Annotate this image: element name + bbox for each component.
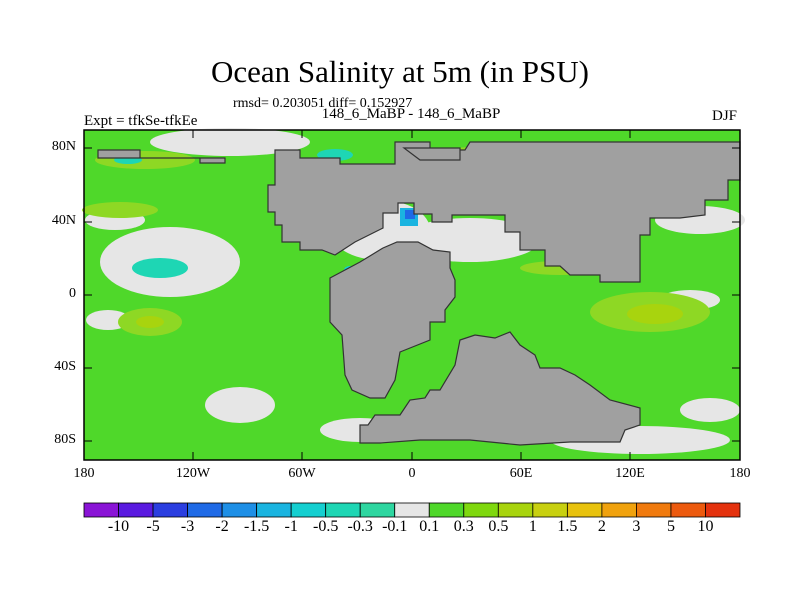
rmsd-subtitle: rmsd= 0.203051 diff= 0.152927 [233,96,413,111]
colorbar-label: 0.5 [488,518,509,535]
colorbar-label: -1.5 [243,518,270,535]
y-tick-label: 40S [54,359,76,374]
colorbar-cell [636,502,672,518]
near-zero-region [205,387,275,423]
colorbar-cell [221,502,258,518]
colorbar-cell [118,502,154,518]
colorbar-cell [670,502,706,518]
season-label: DJF [712,108,738,124]
colorbar-label: -0.5 [313,518,339,535]
positive-region [136,316,164,328]
colorbar-cell [601,502,637,518]
colorbar-label: -0.3 [347,518,373,535]
colorbar-label: 10 [697,518,714,535]
colorbar-cell [394,502,430,518]
colorbar-cell [566,502,603,518]
colorbar-cell [705,502,741,518]
colorbar-cell [290,502,327,518]
colorbar-label: 3 [632,518,641,535]
land-southern [359,331,641,446]
colorbar-label: 0.1 [419,518,440,535]
y-tick-label: 0 [69,286,76,301]
colorbar-label: 0.3 [453,518,474,535]
y-tick-label: 80N [51,139,76,154]
land-masses [97,141,741,446]
x-tick-label: 60W [288,466,316,481]
x-tick-label: 180 [729,466,751,481]
colorbar-label: -10 [107,518,130,535]
x-tick-label: 120E [615,466,645,481]
positive-region [627,304,683,324]
colorbar-cell [463,502,499,518]
x-tick-label: 120W [175,466,211,481]
land-north [267,141,741,283]
colorbar-cell [256,502,292,518]
land-central-south [329,241,456,399]
colorbar-label: -1 [284,518,298,535]
land-arctic-west [97,149,226,164]
colorbar-label: -0.1 [382,518,408,535]
near-zero-region [680,398,740,422]
colorbar-label: 1 [528,518,537,535]
colorbar [83,502,741,518]
colorbar-cell [187,502,223,518]
colorbar-cell [83,502,119,518]
near-zero-region [150,128,310,156]
page-title: Ocean Salinity at 5m (in PSU) [211,54,589,89]
land-arctic-east [402,147,461,161]
experiment-center-label: 148_6_MaBP - 148_6_MaBP [321,106,501,122]
x-tick-label: 60E [509,466,533,481]
y-tick-label: 80S [54,432,76,447]
tick-marks [83,130,741,460]
colorbar-label: 1.5 [557,518,578,535]
colorbar-cell [497,502,534,518]
colorbar-cell [532,502,568,518]
x-tick-label: 180 [73,466,95,481]
x-tick-label: 0 [408,466,416,481]
y-tick-label: 40N [51,213,76,228]
colorbar-label: -5 [146,518,160,535]
colorbar-cell [152,502,188,518]
experiment-left-label: Expt = tfkSe-tfkEe [84,113,198,129]
colorbar-label: 2 [597,518,606,535]
colorbar-cell [359,502,396,518]
colorbar-label: -2 [215,518,229,535]
colorbar-cell [325,502,361,518]
negative-region [405,210,415,219]
negative-region [132,258,188,278]
colorbar-label: 5 [666,518,675,535]
positive-region [82,202,158,218]
colorbar-label: -3 [180,518,195,535]
colorbar-cell [428,502,465,518]
